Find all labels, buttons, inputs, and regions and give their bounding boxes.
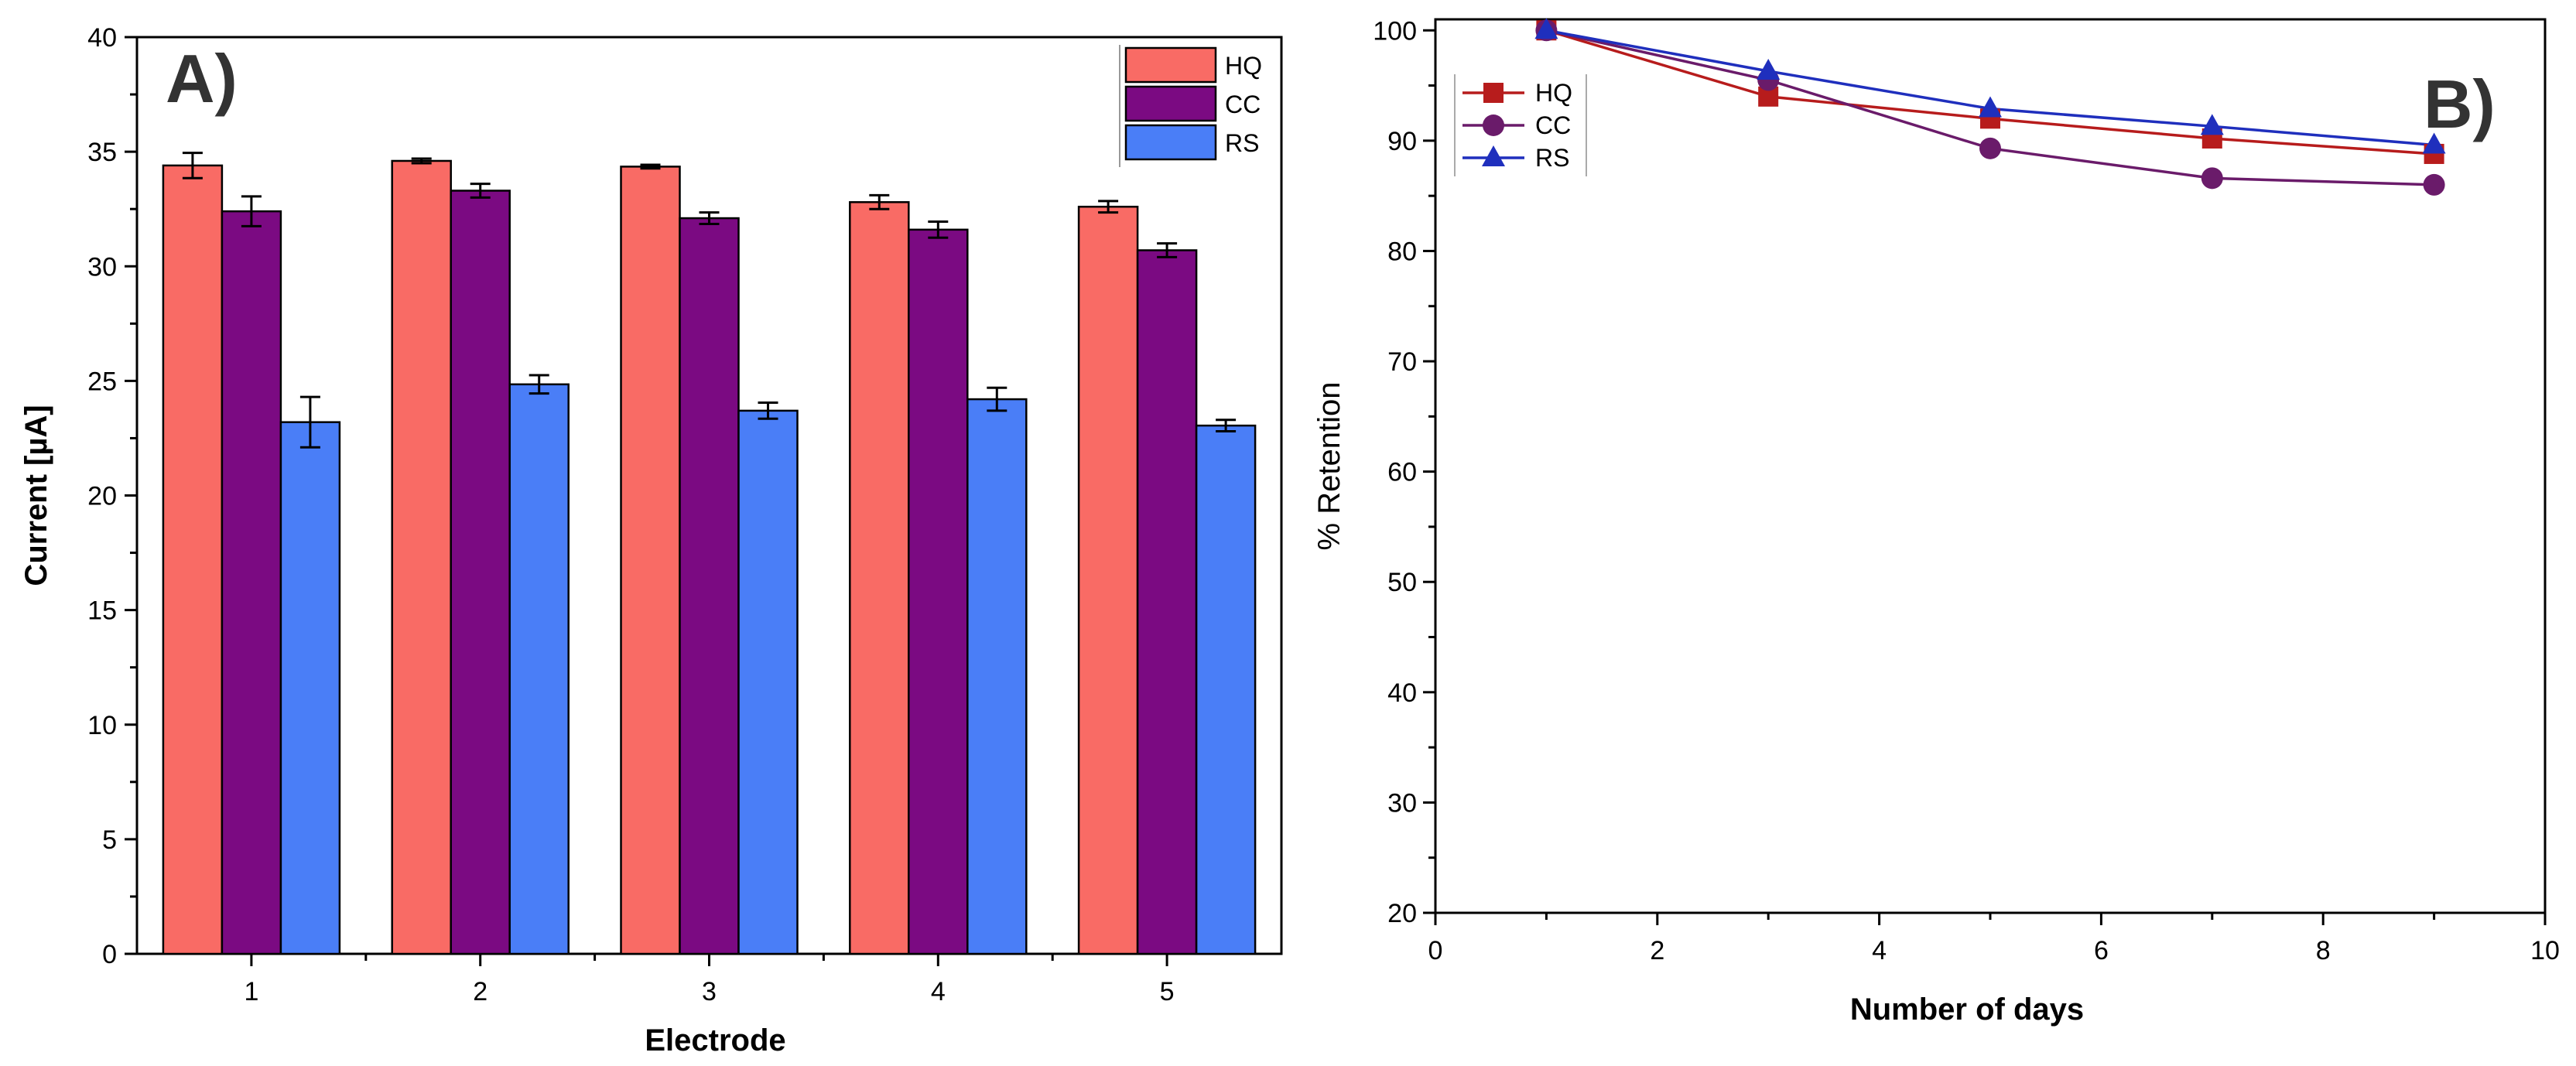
panel-label-a: A)	[166, 40, 238, 117]
x-tick-label: 5	[1160, 977, 1175, 1006]
point-RS-day3	[1757, 59, 1781, 80]
legend-label-CC: CC	[1535, 111, 1571, 139]
y-tick-label: 35	[87, 138, 117, 167]
legend-swatch-RS	[1124, 124, 1217, 161]
y-tick-label: 100	[1373, 16, 1417, 46]
y-tick-label: 90	[1387, 127, 1417, 156]
y-tick-label: 60	[1387, 458, 1417, 487]
bar-CC-4	[908, 228, 969, 955]
x-tick-label: 10	[2530, 936, 2560, 965]
point-CC-day5	[1979, 137, 2001, 159]
legend-label-HQ: HQ	[1225, 52, 1262, 80]
y-tick-label: 20	[87, 482, 117, 511]
bar-CC-1	[221, 210, 282, 955]
bar-RS-1	[279, 421, 341, 955]
x-tick-label: 2	[1650, 936, 1664, 965]
legend-marker-CC	[1483, 114, 1504, 136]
panel-label-b: B)	[2424, 66, 2496, 142]
x-tick-label: 6	[2094, 936, 2109, 965]
bar-RS-2	[508, 383, 570, 955]
series-line-HQ	[1545, 29, 2434, 155]
legend-label-RS: RS	[1225, 129, 1259, 157]
x-axis-title: Electrode	[645, 1023, 785, 1057]
y-tick-label: 15	[87, 596, 117, 626]
bar-RS-4	[966, 398, 1028, 955]
y-tick-label: 40	[1387, 678, 1417, 708]
x-tick-label: 4	[1872, 936, 1887, 965]
legend: HQ CC RS	[1119, 45, 1262, 167]
y-tick-label: 10	[87, 711, 117, 740]
legend-label-CC: CC	[1225, 91, 1261, 118]
y-tick-label: 25	[87, 367, 117, 396]
bar-HQ-2	[391, 159, 452, 955]
x-tick-label: 4	[931, 977, 946, 1006]
y-tick-label: 30	[87, 252, 117, 282]
line-chart-retention: 20 30 40 50 60 70 80 90 100 0 2 4 6 8 10 Number of days…	[1312, 16, 2560, 1027]
bar-CC-3	[679, 217, 740, 955]
x-tick-label: 0	[1428, 936, 1443, 965]
point-CC-day7	[2201, 167, 2223, 190]
legend-swatch-CC	[1124, 85, 1217, 122]
legend: HQ CC RS	[1454, 74, 1587, 176]
bar-chart-electrode-current: 0 5 10 15 20 25 30 35 40 1 2 3 4 5 Electrode Current [µ…	[19, 23, 1283, 1057]
point-RS-day7	[2200, 114, 2224, 135]
x-tick-label: 8	[2316, 936, 2331, 965]
legend-marker-HQ	[1483, 83, 1504, 103]
y-tick-label: 0	[102, 940, 117, 969]
bar-HQ-5	[1077, 205, 1139, 955]
bar-CC-2	[450, 190, 511, 955]
y-tick-label: 5	[102, 825, 117, 855]
y-axis-title: Current [µA]	[19, 405, 53, 586]
bar-HQ-1	[162, 164, 224, 955]
point-CC-day9	[2423, 173, 2445, 196]
bar-RS-5	[1195, 424, 1257, 955]
y-tick-label: 20	[1387, 899, 1417, 928]
point-RS-day1	[1534, 18, 1558, 39]
bar-HQ-4	[849, 201, 910, 955]
legend-marker-RS	[1482, 145, 1505, 166]
point-RS-day5	[1979, 96, 2002, 118]
legend-swatch-HQ	[1124, 46, 1217, 84]
bar-RS-3	[737, 409, 799, 955]
y-tick-label: 80	[1387, 237, 1417, 266]
legend-label-RS: RS	[1535, 144, 1569, 172]
x-tick-label: 3	[702, 977, 717, 1006]
y-tick-label: 40	[87, 23, 117, 53]
point-RS-day9	[2422, 132, 2446, 154]
y-axis-title: % Retention	[1312, 382, 1346, 551]
y-tick-label: 50	[1387, 568, 1417, 597]
x-tick-label: 1	[244, 977, 258, 1006]
x-tick-label: 2	[473, 977, 487, 1006]
legend-label-HQ: HQ	[1535, 79, 1572, 107]
y-tick-label: 30	[1387, 788, 1417, 818]
x-axis-title: Number of days	[1850, 993, 2084, 1027]
bar-HQ-3	[620, 166, 681, 955]
bar-CC-5	[1136, 249, 1198, 955]
y-tick-label: 70	[1387, 347, 1417, 377]
